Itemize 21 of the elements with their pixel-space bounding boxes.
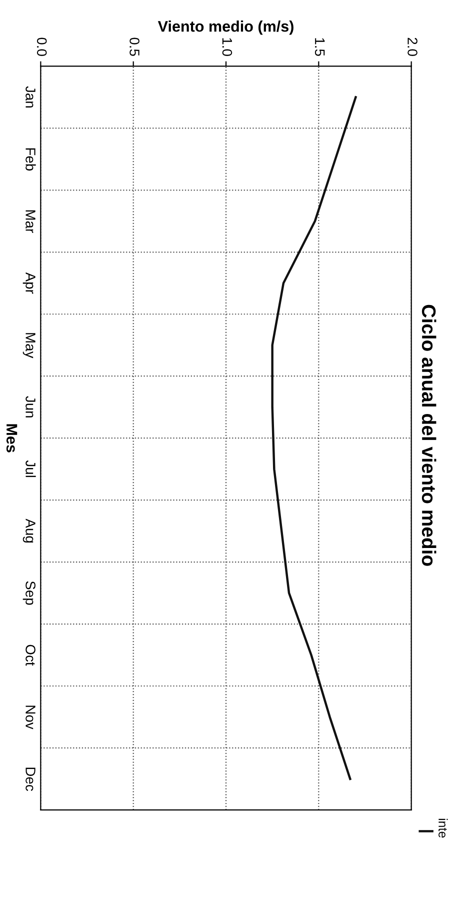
y-axis-title: Mes <box>6 424 18 452</box>
y-tick-label: May <box>22 333 36 358</box>
y-tick-label: Oct <box>26 644 36 666</box>
x-tick-label: 1.0 <box>222 38 232 56</box>
legend-label: inte <box>438 818 448 838</box>
y-tick-label: Jun <box>26 396 36 418</box>
y-tick-label: Nov <box>26 706 36 730</box>
x-axis-title: Viento medio (m/s) <box>158 20 294 35</box>
y-tick-label: Sep <box>22 581 36 605</box>
y-tick-label: Jul <box>26 460 36 478</box>
y-tick-label: Jan <box>26 86 36 108</box>
y-tick-label: Mar <box>26 210 36 233</box>
y-tick-label: Aug <box>22 518 36 543</box>
y-tick-label: Feb <box>26 148 36 171</box>
y-tick-label: Apr <box>22 272 36 294</box>
x-tick-label: 0.5 <box>130 38 140 56</box>
x-tick-label: 2.0 <box>408 38 418 56</box>
text: Ciclo anual del viento medio <box>422 304 436 566</box>
x-tick-label: 0.0 <box>36 38 47 56</box>
x-tick-label: 1.5 <box>314 38 325 56</box>
y-tick-label: Dec <box>26 768 36 791</box>
